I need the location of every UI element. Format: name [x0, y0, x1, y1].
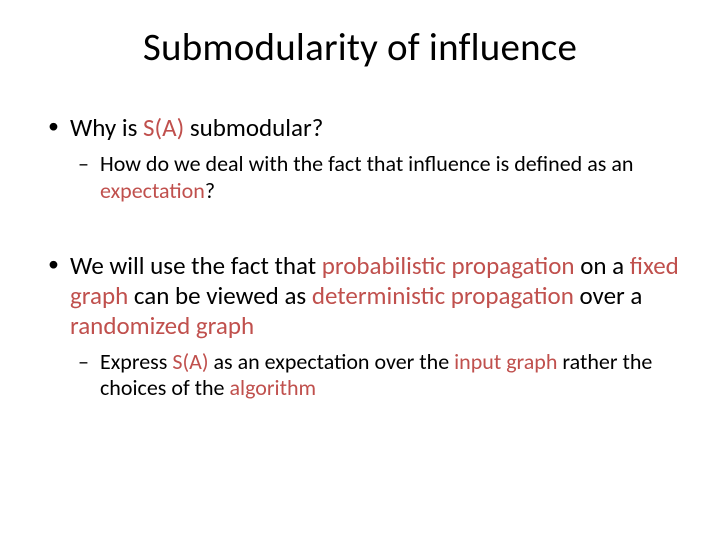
text: as an expectation over the: [214, 348, 455, 375]
highlight-prob-prop: probabilistic propagation: [322, 250, 580, 281]
highlight-det-prop: deterministic propagation: [312, 280, 580, 311]
text: We will use the fact that: [70, 250, 322, 281]
text: over a: [579, 280, 642, 311]
text: submodular?: [184, 112, 323, 143]
text: can be viewed as: [134, 280, 312, 311]
highlight-algorithm: algorithm: [229, 374, 316, 401]
bullet-expectation: How do we deal with the fact that influe…: [78, 151, 680, 205]
bullet-express: Express S(A) as an expectation over the …: [78, 349, 680, 403]
highlight-rand-graph: randomized graph: [70, 310, 254, 341]
slide-title: Submodularity of influence: [40, 24, 680, 71]
text: Express: [100, 348, 172, 375]
bullet-why-submodular: Why is S(A) submodular?: [48, 113, 680, 143]
text: ?: [205, 177, 215, 204]
text: How do we deal with the fact that influe…: [100, 150, 633, 177]
highlight-sa2: S(A): [172, 348, 213, 375]
slide: Submodularity of influence Why is S(A) s…: [0, 0, 720, 540]
highlight-input-graph: input graph: [454, 348, 562, 375]
highlight-sa: S(A): [143, 112, 184, 143]
spacer: [40, 213, 680, 251]
bullet-fact: We will use the fact that probabilistic …: [48, 251, 680, 341]
highlight-expectation: expectation: [100, 177, 205, 204]
text: Why is: [70, 112, 143, 143]
text: on a: [580, 250, 630, 281]
